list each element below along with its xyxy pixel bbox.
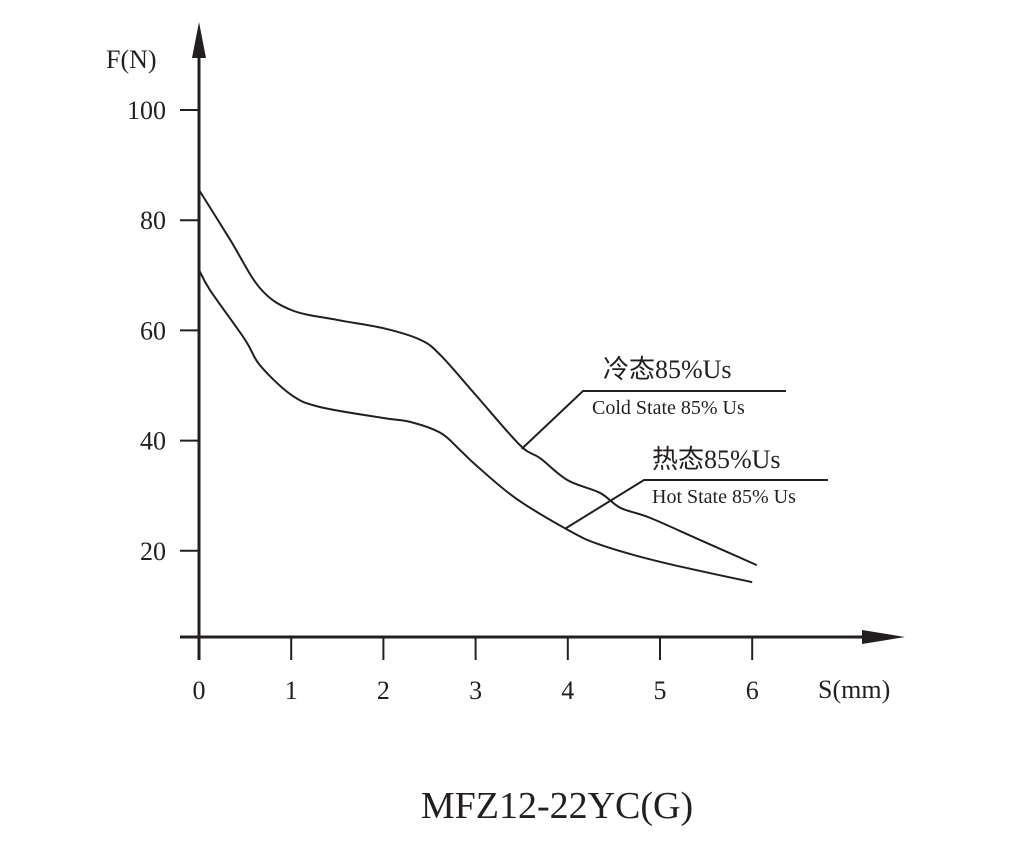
x-tick-label: 0: [193, 676, 206, 705]
y-axis-arrow: [192, 22, 206, 58]
y-tick-label: 40: [140, 427, 166, 456]
series-label-en: Hot State 85% Us: [652, 486, 796, 508]
series-label-cn: 冷态85%Us: [603, 355, 732, 384]
x-tick-label: 2: [377, 676, 390, 705]
x-tick-label: 1: [285, 676, 298, 705]
chart-title: MFZ12-22YC(G): [421, 785, 693, 827]
x-tick-label: 5: [654, 676, 667, 705]
y-tick-label: 80: [140, 206, 166, 235]
leader-line: [564, 479, 828, 530]
y-tick-label: 20: [140, 537, 166, 566]
axes: 0 1 2 3 4 5 6 20 40 60 80 100: [127, 22, 905, 705]
y-tick-label: 100: [127, 96, 166, 125]
series: [198, 189, 758, 584]
y-tick-label: 60: [140, 316, 166, 345]
leader-line: [521, 390, 786, 450]
series-label-cn: 热态85%Us: [652, 445, 781, 474]
series-label-en: Cold State 85% Us: [592, 397, 745, 419]
x-tick-label: 6: [746, 676, 759, 705]
x-axis-arrow: [862, 630, 905, 644]
cold-state-line: [198, 189, 758, 567]
x-axis-label: S(mm): [818, 675, 890, 704]
x-tick-label: 3: [469, 676, 482, 705]
y-axis-label: F(N): [106, 45, 157, 74]
x-tick-label: 4: [561, 676, 574, 705]
labels: 冷态85%Us Cold State 85% Us 热态85%Us Hot State…: [521, 355, 828, 530]
hot-state-line: [198, 269, 753, 584]
